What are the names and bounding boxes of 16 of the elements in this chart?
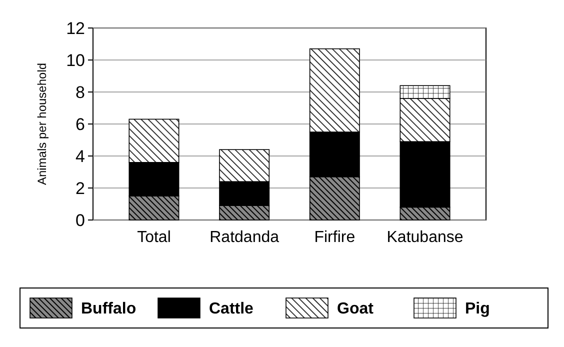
legend-label: Pig	[465, 300, 490, 318]
x-tick-label: Ratdanda	[210, 229, 280, 246]
legend-label: Cattle	[209, 300, 254, 318]
y-tick-label: 0	[76, 210, 85, 230]
legend-label: Buffalo	[81, 300, 136, 318]
y-tick-label: 10	[66, 50, 85, 70]
y-tick-label: 8	[76, 82, 85, 102]
y-tick-label: 4	[76, 146, 85, 166]
x-tick-label: Firfire	[314, 229, 356, 246]
y-tick-label: 12	[66, 18, 85, 38]
x-tick-label: Total	[137, 229, 171, 246]
y-axis-title: Animals per household	[35, 62, 49, 186]
x-tick-label: Katubanse	[386, 229, 464, 246]
legend-label: Goat	[337, 300, 374, 318]
y-tick-label: 2	[76, 178, 85, 198]
y-tick-label: 6	[76, 114, 85, 134]
